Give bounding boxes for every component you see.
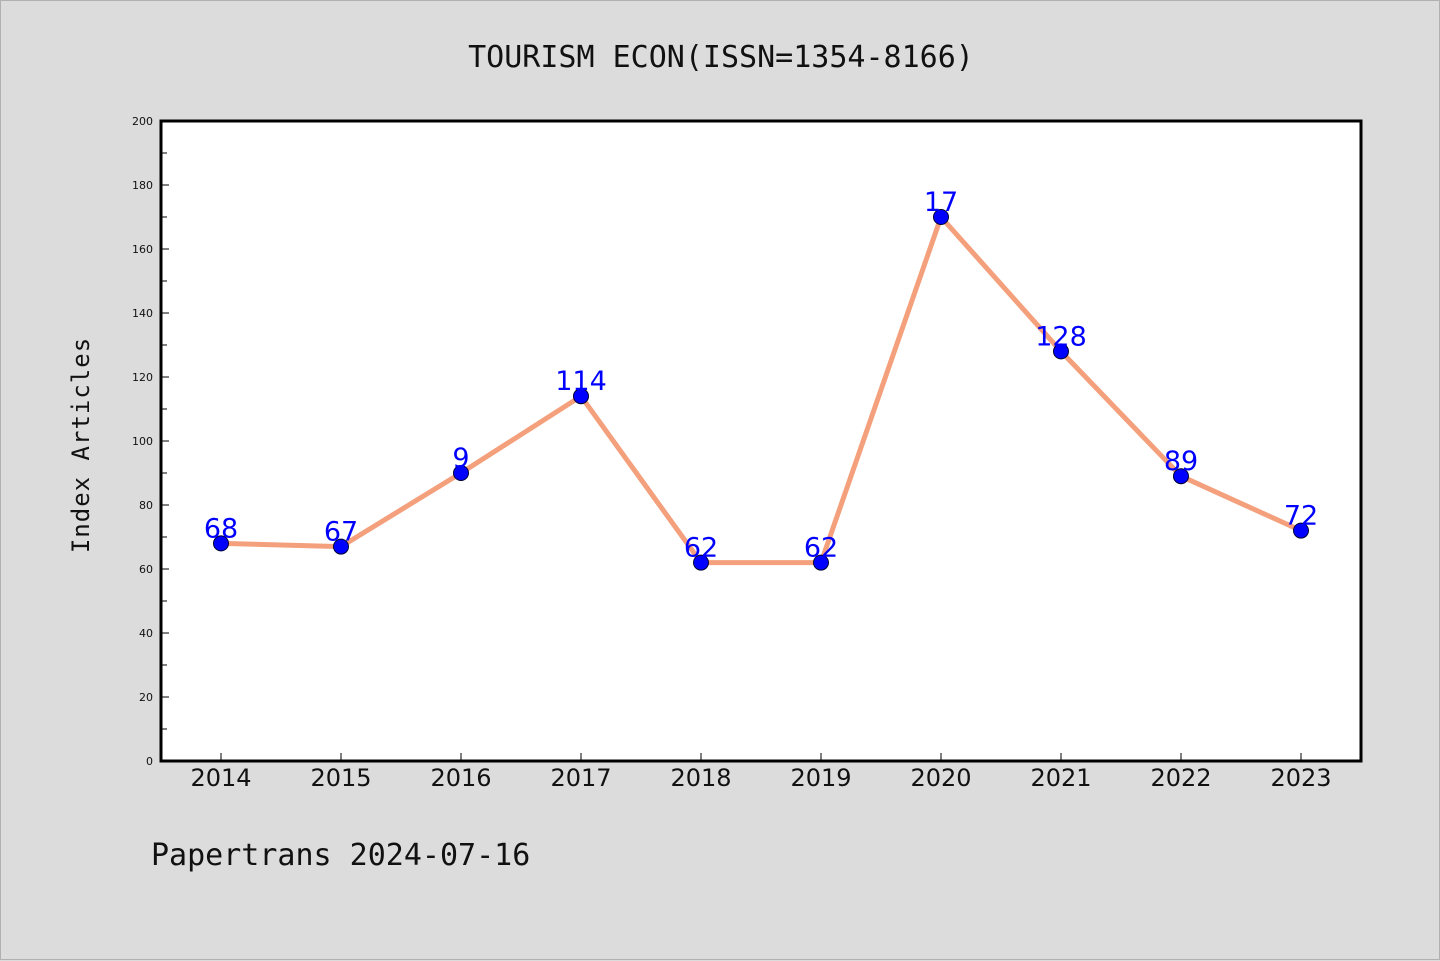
y-tick-label: 60 (139, 563, 153, 576)
data-point (813, 554, 829, 571)
footer-watermark: Papertrans 2024-07-16 (151, 838, 530, 873)
data-label: 17 (924, 187, 958, 218)
data-label: 62 (804, 533, 838, 564)
y-tick-label: 20 (139, 691, 153, 704)
x-tick-label: 2016 (430, 764, 491, 792)
y-tick-label: 160 (132, 243, 153, 256)
data-label: 9 (452, 443, 469, 474)
data-label: 72 (1284, 501, 1318, 532)
data-label: 128 (1035, 321, 1087, 352)
y-tick-label: 40 (139, 627, 153, 640)
x-tick-label: 2017 (550, 764, 611, 792)
x-tick-label: 2019 (790, 764, 851, 792)
plot-area (161, 121, 1361, 761)
data-point (693, 554, 709, 571)
x-tick-label: 2021 (1030, 764, 1091, 792)
data-point (1053, 343, 1069, 360)
chart-title: TOURISM ECON(ISSN=1354-8166) (468, 40, 974, 75)
x-tick-label: 2023 (1270, 764, 1331, 792)
data-label: 67 (324, 517, 358, 548)
data-point (1173, 468, 1189, 485)
x-tick-label: 2020 (910, 764, 971, 792)
data-point (333, 538, 349, 555)
x-tick-label: 2015 (310, 764, 371, 792)
data-point (933, 209, 949, 225)
data-label: 62 (684, 533, 718, 564)
data-point (1293, 522, 1309, 539)
y-tick-label: 80 (139, 499, 153, 512)
y-tick-label: 180 (132, 179, 153, 192)
data-point (573, 388, 589, 405)
x-tick-label: 2018 (670, 764, 731, 792)
data-label: 89 (1164, 446, 1198, 477)
data-label: 114 (555, 366, 607, 397)
y-tick-label: 200 (132, 115, 153, 128)
y-axis-label: Index Articles (67, 337, 95, 553)
x-tick-label: 2022 (1150, 764, 1211, 792)
data-labels: 68 67 9 114 62 62 17 128 89 72 (204, 187, 1318, 564)
x-tick-label: 2014 (190, 764, 251, 792)
y-tick-label: 140 (132, 307, 153, 320)
series-line-group (218, 214, 1304, 566)
x-axis-ticks: 2014 2015 2016 2017 2018 2019 2020 2021 2022 2023 (190, 753, 1332, 792)
data-point (453, 465, 469, 481)
y-tick-label: 0 (146, 755, 153, 768)
series-line (218, 214, 1304, 566)
data-markers (213, 209, 1309, 571)
data-point (213, 535, 229, 552)
y-tick-label: 100 (132, 435, 153, 448)
y-tick-label: 120 (132, 371, 153, 384)
plot-frame (159, 119, 1363, 763)
data-label: 68 (204, 513, 238, 544)
